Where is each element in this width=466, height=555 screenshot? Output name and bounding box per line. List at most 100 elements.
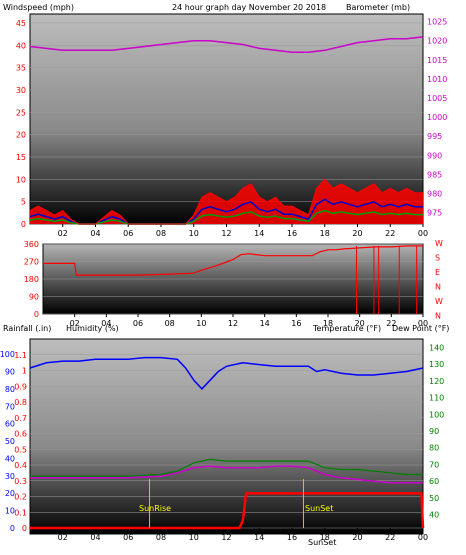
y-humidity-tick-label: 10 [5, 507, 15, 516]
x-tick-label: 06 [133, 319, 143, 328]
x-tick-label: 22 [385, 229, 395, 238]
windspeed-line [29, 178, 423, 225]
y-temp-tick-label: 40 [429, 511, 439, 520]
x-tick-label: 20 [352, 533, 362, 542]
y-right-tick-label: 990 [427, 151, 442, 160]
y-left-tick-label: 90 [29, 293, 39, 302]
sunset-axis-label: SunSet [308, 538, 336, 547]
y-temp-tick-label: 130 [429, 360, 444, 369]
x-tick-label: 08 [165, 319, 175, 328]
y-humidity-tick-label: 60 [5, 420, 15, 429]
y-left-tick-label: 30 [16, 86, 26, 95]
x-tick-label: 10 [196, 319, 206, 328]
y-humidity-tick-label: 100 [0, 350, 15, 359]
x-tick-label: 04 [90, 533, 100, 542]
y-right-tick-label: 1005 [427, 94, 447, 103]
wind-baro-plot-area [29, 13, 424, 225]
x-tick-label: 14 [254, 229, 264, 238]
y-right-tick-label: 985 [427, 170, 442, 179]
y-temp-tick-label: 90 [429, 427, 439, 436]
wind-baro-chart: 0510152025303540459759809859909951000100… [16, 18, 448, 238]
rainfall-label: Rainfall (.in) [3, 324, 51, 333]
compass-label: N [435, 283, 441, 292]
y-rain-tick-label: 0.3 [14, 477, 27, 486]
x-tick-label: 18 [323, 319, 333, 328]
y-temp-tick-label: 80 [429, 444, 439, 453]
y-left-tick-label: 15 [16, 153, 26, 162]
rain-humidity-temp-plot-area [29, 338, 424, 535]
y-right-tick-label: 1025 [427, 18, 447, 27]
y-temp-tick-label: 60 [429, 477, 439, 486]
y-humidity-tick-label: 80 [5, 385, 15, 394]
x-tick-label: 14 [260, 319, 270, 328]
sunrise-label: SunRise [139, 504, 171, 513]
x-tick-label: 08 [156, 229, 166, 238]
y-rain-tick-label: 0.1 [14, 508, 27, 517]
y-right-tick-label: 1010 [427, 75, 447, 84]
y-rain-tick-label: 1 [22, 367, 27, 376]
x-tick-label: 02 [58, 229, 68, 238]
x-tick-label: 00 [418, 533, 428, 542]
y-humidity-tick-label: 20 [5, 489, 15, 498]
sunset-label: SunSet [305, 504, 333, 513]
x-tick-label: 16 [287, 229, 297, 238]
humidity-label: Humidity (%) [66, 324, 119, 333]
x-tick-label: 00 [418, 319, 428, 328]
y-left-tick-label: 10 [16, 175, 26, 184]
x-tick-label: 16 [291, 319, 301, 328]
temperature-label: Temperature (°F) [312, 324, 381, 333]
x-tick-label: 22 [385, 533, 395, 542]
y-humidity-tick-label: 90 [5, 368, 15, 377]
y-left-tick-label: 0 [34, 310, 39, 319]
y-rain-tick-label: 0.5 [14, 445, 27, 454]
barometer-line [29, 36, 424, 53]
x-tick-label: 20 [352, 229, 362, 238]
y-humidity-tick-label: 70 [5, 402, 15, 411]
wind-low-line [29, 209, 423, 225]
y-rain-tick-label: 1.1 [14, 351, 27, 360]
x-tick-label: 06 [123, 533, 133, 542]
dewpoint-line [30, 465, 423, 484]
y-temp-tick-label: 70 [429, 460, 439, 469]
y-right-tick-label: 1015 [427, 56, 447, 65]
y-right-tick-label: 975 [427, 209, 442, 218]
y-humidity-tick-label: 40 [5, 454, 15, 463]
barometer-label: Barometer (mb) [346, 3, 410, 12]
graph-title: 24 hour graph day November 20 2018 [172, 3, 326, 12]
y-left-tick-label: 20 [16, 131, 26, 140]
x-tick-label: 02 [70, 319, 80, 328]
x-tick-label: 00 [418, 229, 428, 238]
x-tick-label: 04 [101, 319, 111, 328]
y-left-tick-label: 360 [24, 240, 39, 249]
y-right-tick-label: 1000 [427, 113, 447, 122]
dewpoint-label: Dew Point (°F) [392, 324, 449, 333]
y-humidity-tick-label: 30 [5, 472, 15, 481]
x-tick-label: 16 [287, 533, 297, 542]
x-tick-label: 10 [189, 533, 199, 542]
temperature-line [30, 458, 423, 477]
x-tick-label: 18 [320, 533, 330, 542]
x-tick-label: 10 [189, 229, 199, 238]
y-right-tick-label: 1020 [427, 37, 447, 46]
wind-gust-area [30, 179, 423, 224]
compass-label: E [435, 268, 440, 277]
compass-label: W [435, 297, 443, 306]
y-left-tick-label: 45 [16, 19, 26, 28]
y-temp-tick-label: 120 [429, 377, 444, 386]
y-rain-tick-label: 0.6 [14, 430, 27, 439]
x-tick-label: 18 [320, 229, 330, 238]
y-temp-tick-label: 50 [429, 494, 439, 503]
y-right-tick-label: 980 [427, 189, 442, 198]
x-tick-label: 12 [221, 533, 231, 542]
y-right-tick-label: 995 [427, 132, 442, 141]
x-tick-label: 08 [156, 533, 166, 542]
x-tick-label: 06 [123, 229, 133, 238]
compass-label: W [435, 239, 443, 248]
y-temp-tick-label: 110 [429, 394, 444, 403]
y-temp-tick-label: 140 [429, 343, 444, 352]
x-tick-label: 04 [90, 229, 100, 238]
x-tick-label: 22 [386, 319, 396, 328]
y-left-tick-label: 40 [16, 41, 26, 50]
y-rain-tick-label: 0 [22, 524, 27, 533]
